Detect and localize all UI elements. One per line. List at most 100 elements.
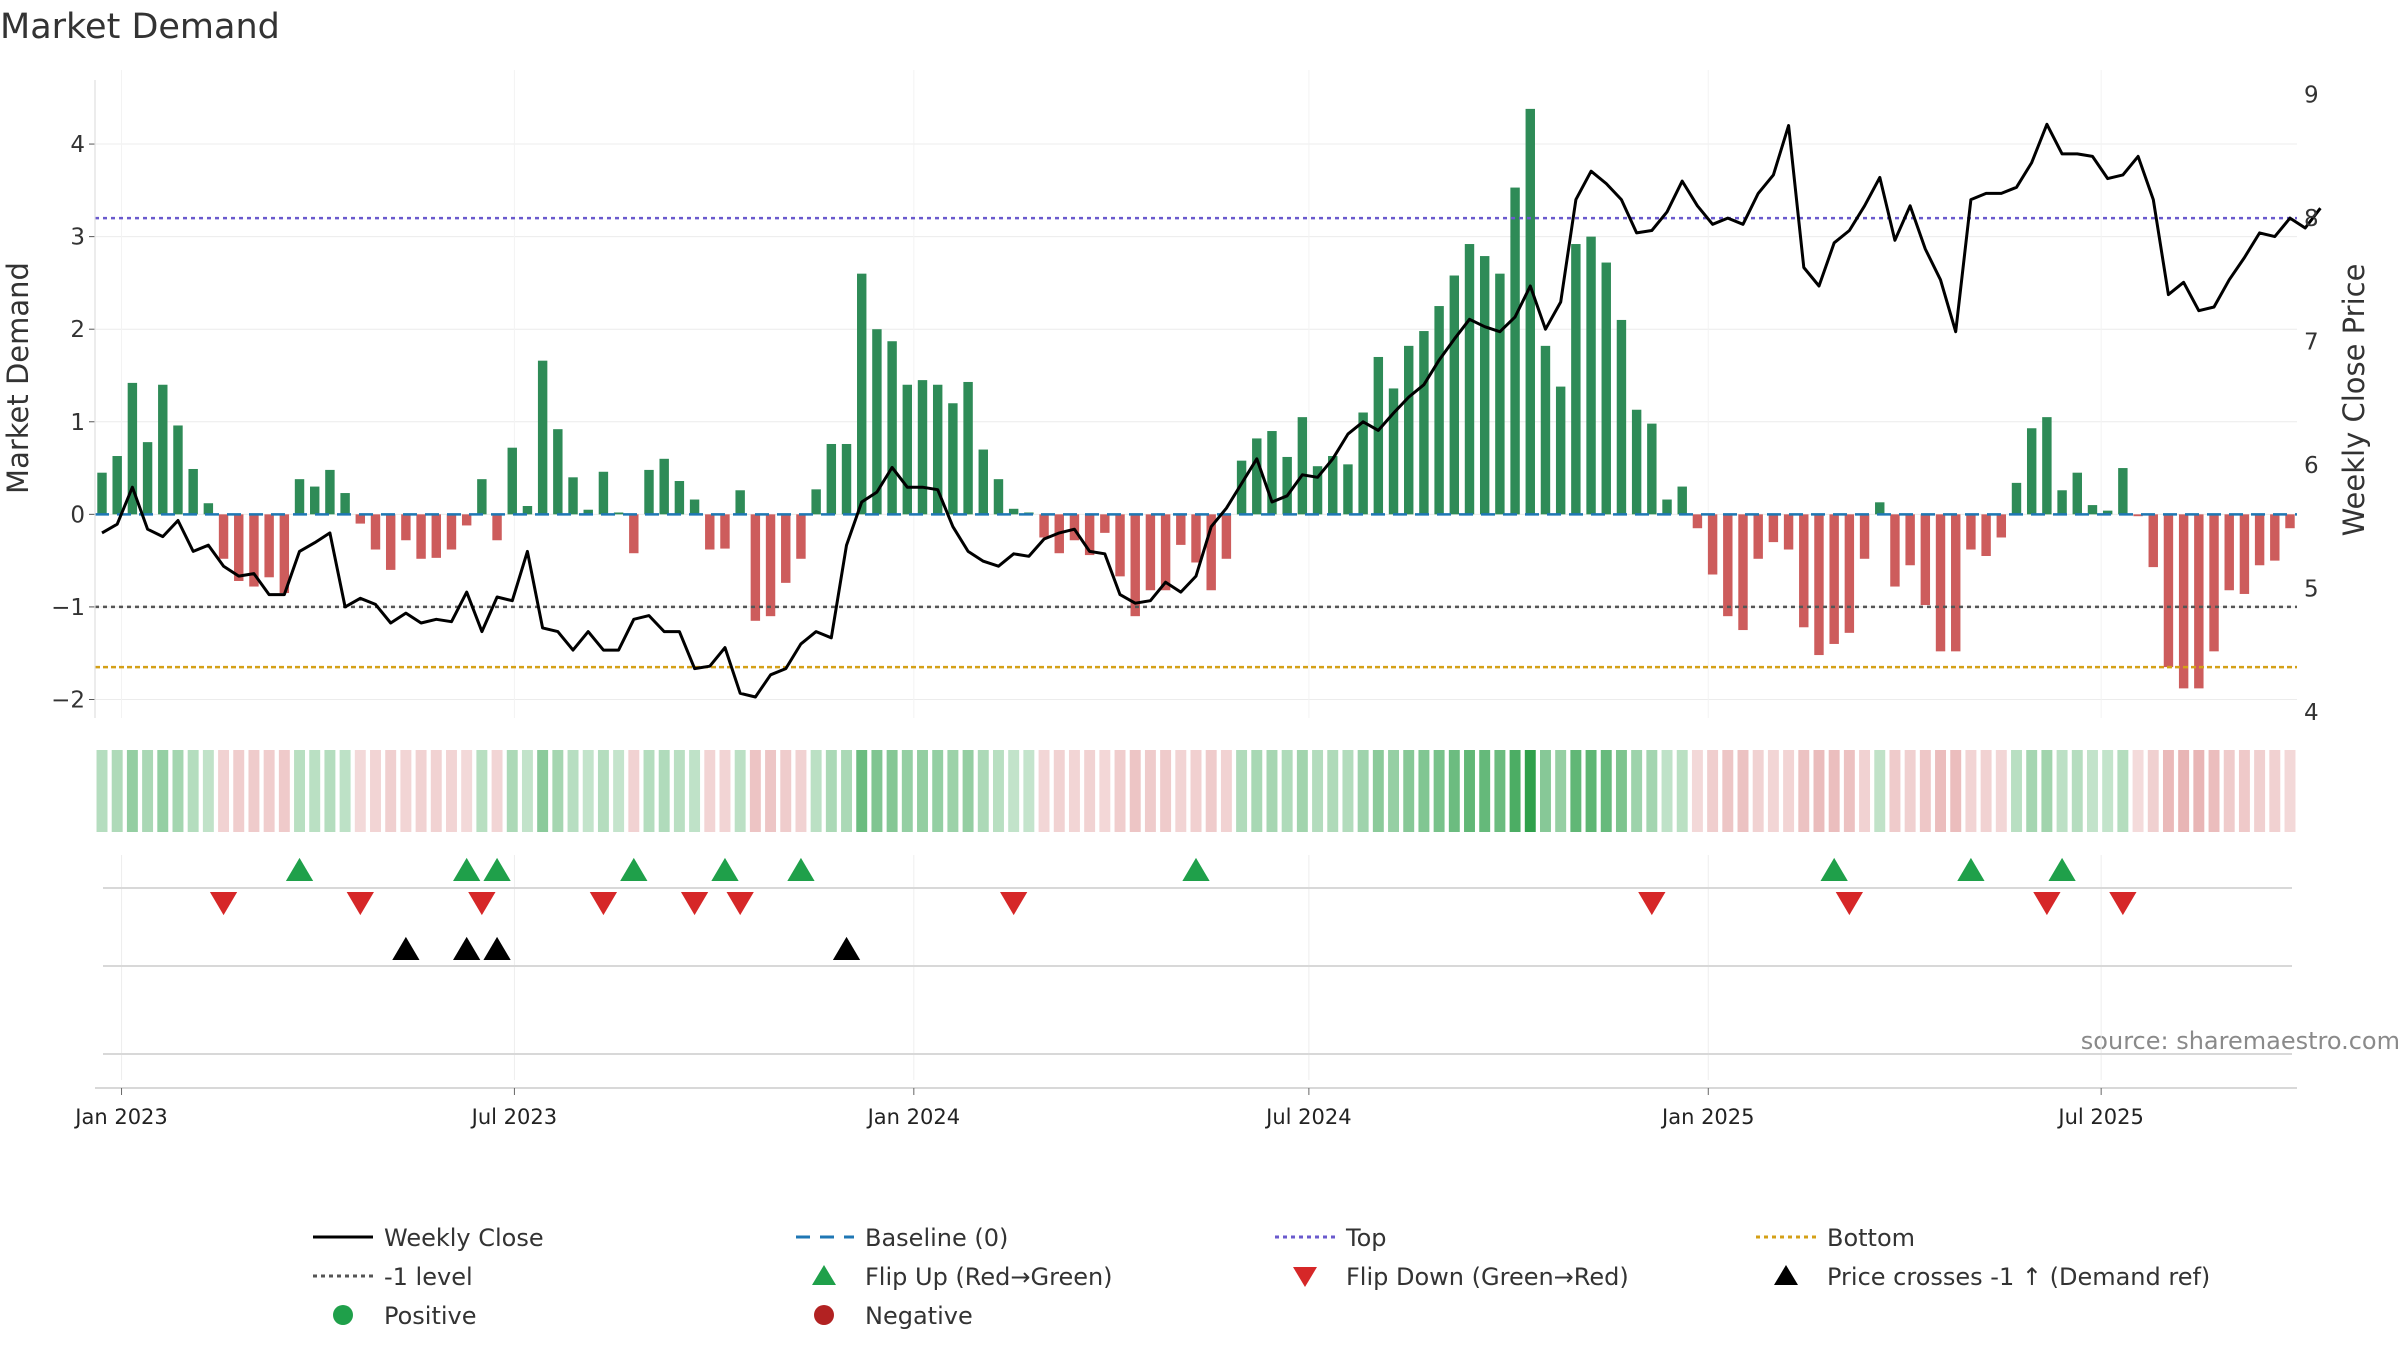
demand-bar <box>218 514 229 559</box>
demand-bar <box>264 514 274 578</box>
flip-up-marker <box>620 857 648 881</box>
demand-bar <box>917 380 928 515</box>
demand-bar <box>674 481 685 515</box>
demand-bar <box>1859 514 1870 559</box>
demand-bar <box>1525 108 1535 515</box>
demand-bar <box>993 479 1004 515</box>
legend: Weekly Close Baseline (0) Top Bottom -1 leve… <box>313 1224 2210 1330</box>
heat-strip-cell <box>461 750 473 832</box>
heat-strip-cell <box>2178 750 2190 832</box>
reference-levels <box>95 216 2297 669</box>
heat-strip-cell <box>491 750 503 832</box>
demand-bar <box>2148 514 2158 568</box>
demand-bar <box>173 425 183 515</box>
x-tick-label: Jul 2023 <box>470 1105 557 1129</box>
demand-bar <box>583 509 593 515</box>
demand-heat-strip <box>96 750 2296 832</box>
flip-down-marker <box>346 892 374 916</box>
axes: 4 3 2 1 0 −1 −2 9 8 7 6 5 4 <box>51 80 2319 726</box>
demand-bar <box>1692 514 1703 529</box>
demand-bar <box>1723 514 1733 617</box>
x-tick-label: Jul 2025 <box>2056 1105 2143 1129</box>
heat-strip-cell <box>1585 750 1597 832</box>
demand-bar <box>796 514 806 559</box>
demand-bar <box>203 503 214 515</box>
heat-strip-cell <box>2102 750 2114 832</box>
legend-item: Weekly Close <box>313 1224 544 1252</box>
demand-bar <box>1479 256 1490 515</box>
heat-strip-cell <box>962 750 974 832</box>
demand-bar <box>2254 514 2265 566</box>
x-axis: Jan 2023 Jul 2023 Jan 2024 Jul 2024 Jan 2025… <box>73 1087 2297 1129</box>
demand-bar <box>872 329 882 515</box>
demand-bar <box>2285 514 2295 529</box>
flip-up-marker <box>1820 857 1848 881</box>
heat-strip-cell <box>613 750 625 832</box>
demand-bar <box>1890 514 1900 587</box>
demand-bar <box>2224 514 2234 591</box>
demand-bar <box>112 456 122 515</box>
demand-bar <box>659 458 669 515</box>
heat-strip-cell <box>2223 750 2235 832</box>
flip-down-marker <box>1000 892 1028 916</box>
y-axis-label: Market Demand <box>1 262 35 494</box>
flip-down-marker <box>680 892 709 916</box>
heat-strip-cell <box>157 750 169 832</box>
demand-bar <box>902 384 913 515</box>
y2-tick-label: 4 <box>2304 700 2319 726</box>
heat-strip-cell <box>1464 750 1475 832</box>
demand-bar <box>279 514 290 594</box>
demand-bar <box>1008 508 1019 515</box>
heat-strip-cell <box>628 750 640 832</box>
demand-bar <box>325 469 335 515</box>
demand-bar <box>1100 514 1110 533</box>
demand-bar <box>1768 514 1779 543</box>
heat-strip-cell <box>1266 750 1278 832</box>
heat-strip-cell <box>1144 750 1156 832</box>
demand-bar <box>1829 514 1839 644</box>
demand-bar <box>1297 417 1308 515</box>
price-cross-marker <box>483 936 511 960</box>
heat-strip-cell <box>309 750 321 832</box>
legend-item: Top <box>1275 1224 1387 1252</box>
demand-bar <box>2072 472 2082 515</box>
heat-strip-cell <box>1433 750 1445 832</box>
price-cross-marker <box>832 936 861 960</box>
demand-bar <box>1586 236 1596 515</box>
heat-strip-cell <box>1129 750 1141 832</box>
demand-bar <box>2178 514 2189 689</box>
heat-strip-cell <box>1691 750 1703 832</box>
heat-strip-cell <box>1053 750 1065 832</box>
heat-strip-cell <box>582 750 594 832</box>
heat-strip-cell <box>1828 750 1840 832</box>
demand-bar <box>765 514 776 617</box>
legend-item: Negative <box>814 1302 973 1330</box>
heat-strip-cell <box>1752 750 1764 832</box>
heat-strip-cell <box>1448 750 1460 832</box>
heat-strip-cell <box>1342 750 1354 832</box>
heat-strip-cell <box>187 750 199 832</box>
heat-strip-cell <box>1965 750 1977 832</box>
demand-bar <box>1707 514 1718 575</box>
heat-strip-cell <box>1813 750 1825 832</box>
heat-strip-cell <box>2087 750 2098 832</box>
flip-up-marker <box>2048 857 2076 881</box>
demand-bar <box>370 514 381 550</box>
heat-strip-cell <box>1296 750 1308 832</box>
heat-strip-cell <box>2117 750 2129 832</box>
heat-strip-cell <box>734 750 746 832</box>
legend-swatch-triangle-up <box>1774 1265 1798 1285</box>
demand-bar <box>948 403 958 515</box>
heat-strip-cell <box>901 750 913 832</box>
demand-bar <box>2133 514 2143 517</box>
demand-bar <box>1084 514 1095 556</box>
demand-bar <box>826 443 837 515</box>
y-tick-label: −2 <box>51 687 85 713</box>
demand-bar <box>1358 412 1368 515</box>
heat-strip-cell <box>1008 750 1020 832</box>
heat-strip-cell <box>1160 750 1172 832</box>
heat-strip-cell <box>871 750 883 832</box>
demand-bar <box>1783 514 1794 550</box>
flip-up-marker <box>787 857 815 881</box>
